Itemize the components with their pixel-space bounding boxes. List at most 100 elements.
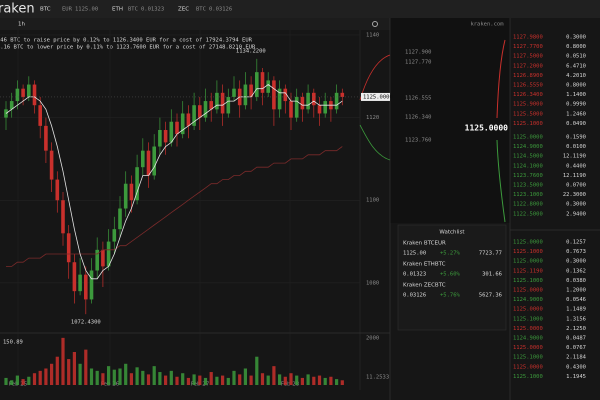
candle-body: [66, 233, 71, 263]
high-annotation: 1134.2200: [236, 48, 266, 54]
trade-volume: 0.1362: [566, 268, 586, 274]
trade-price: 1125.0000: [513, 345, 543, 351]
volume-bar: [38, 370, 42, 385]
volume-bar: [32, 373, 37, 385]
ask-volume: 4.2010: [566, 73, 586, 79]
volume-bar: [78, 363, 82, 385]
trade-price: 1125.0000: [513, 259, 543, 265]
bid-price: 1123.1000: [513, 192, 543, 198]
ask-volume: 0.0490: [566, 121, 586, 127]
candle-body: [129, 183, 134, 201]
interval-button[interactable]: 1h: [18, 22, 25, 28]
bid-volume: 0.1590: [566, 135, 586, 141]
watch-name[interactable]: Kraken ETHBTC: [403, 262, 446, 268]
y-tick-label: 1080: [366, 280, 379, 286]
candle-body: [272, 80, 276, 110]
volume-bar: [215, 376, 219, 385]
trade-price: 1125.1000: [513, 374, 543, 380]
ticker-base[interactable]: ETH: [112, 7, 123, 13]
candle-body: [101, 249, 105, 267]
candle-body: [249, 84, 253, 97]
candle-body: [266, 80, 270, 93]
ticker-quote: BTC: [128, 7, 138, 13]
watch-name[interactable]: Kraken ZECBTC: [403, 283, 446, 289]
toolbar: [0, 18, 390, 30]
candle-body: [260, 72, 265, 93]
candle-body: [334, 92, 339, 110]
watch-name[interactable]: Kraken BTCEUR: [403, 241, 446, 247]
trade-price: 1125.1000: [513, 249, 543, 255]
volume-bar: [44, 368, 48, 385]
bid-volume: 0.0100: [566, 144, 586, 150]
candle-body: [340, 92, 345, 97]
candle-body: [175, 121, 179, 135]
ask-price: 1127.7700: [513, 44, 543, 50]
volume-bar: [118, 368, 122, 385]
candle-body: [203, 101, 208, 118]
candle-body: [232, 88, 236, 97]
volume-bar: [107, 366, 111, 385]
depth-level: 1126.340: [405, 115, 432, 121]
ask-price: 1125.5000: [513, 111, 543, 117]
candle-body: [163, 130, 168, 143]
depth-asks: [496, 39, 506, 119]
volume-bar: [289, 373, 293, 385]
bid-volume: 12.1190: [563, 154, 586, 160]
candle-body: [141, 150, 145, 168]
volume-bar: [266, 375, 270, 385]
candle-body: [306, 92, 310, 110]
volume-bar: [249, 375, 253, 385]
volume-bar: [283, 376, 287, 385]
depth-link[interactable]: kraken.com: [470, 22, 504, 28]
ticker-price: 0.01323: [141, 7, 164, 13]
ask-price: 1127.5000: [513, 54, 543, 60]
volume-bar: [10, 380, 14, 385]
candle-body: [215, 92, 219, 110]
volume-bar: [55, 356, 59, 385]
candle-body: [243, 84, 248, 106]
candle-body: [84, 274, 88, 300]
bid-price: 1124.9000: [513, 144, 543, 150]
volume-bar: [129, 373, 133, 385]
trade-volume: 1.1489: [566, 307, 586, 313]
ticker-base[interactable]: BTC: [40, 7, 51, 13]
candle-body: [72, 262, 77, 292]
ask-volume: 0.0510: [566, 54, 586, 60]
trade-price: 1125.0000: [513, 288, 543, 294]
ticker-base[interactable]: ZEC: [178, 7, 189, 13]
top-bar: [0, 0, 600, 18]
candle-body: [283, 88, 288, 102]
volume-bar: [186, 377, 190, 385]
trade-price: 1125.0000: [513, 307, 543, 313]
volume-bar: [135, 367, 139, 385]
bid-price: 1123.5000: [513, 183, 543, 189]
ask-volume: 0.8000: [566, 83, 586, 89]
volume-bar: [50, 363, 54, 385]
ask-volume: 1.1400: [566, 92, 586, 98]
trade-price: 1125.1000: [513, 278, 543, 284]
volume-bar: [4, 377, 8, 385]
candle-body: [158, 130, 162, 147]
volume-bar: [124, 363, 128, 385]
candle-body: [209, 101, 213, 110]
watchlist-title: Watchlist: [439, 230, 465, 236]
candle-body: [89, 270, 94, 300]
volume-axis-low: 11.2533: [366, 375, 389, 381]
trade-volume: 0.0487: [566, 336, 586, 342]
trade-volume: 0.0546: [566, 297, 586, 303]
watch-price: 1125.00: [403, 251, 426, 257]
logo: raken: [0, 2, 35, 17]
volume-bar: [226, 377, 230, 385]
volume-bar: [272, 366, 276, 385]
candle-body: [317, 105, 322, 114]
candle-body: [106, 241, 111, 267]
volume-tick-label: 2000: [366, 335, 379, 341]
candle-body: [277, 88, 282, 110]
volume-bar: [312, 376, 316, 385]
volume-bar: [21, 379, 25, 385]
trade-price: 1124.9000: [513, 297, 543, 303]
settings-icon[interactable]: [372, 21, 378, 27]
depth-level: 1127.770: [405, 60, 432, 66]
